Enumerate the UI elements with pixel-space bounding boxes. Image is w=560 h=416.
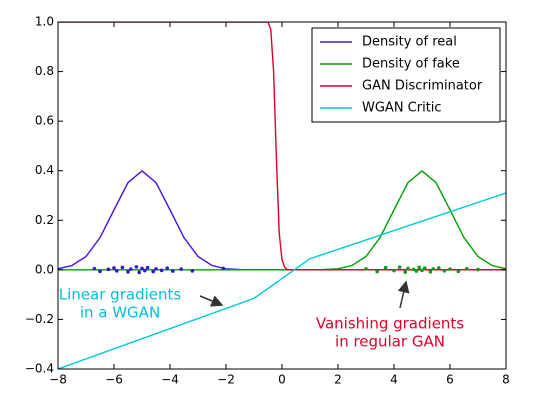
point (456, 269, 461, 274)
arrow (199, 295, 224, 307)
x-tick-label: 4 (390, 373, 398, 387)
point (98, 269, 102, 274)
point (134, 265, 139, 269)
y-tick-label: 0.8 (35, 64, 54, 78)
point (403, 270, 408, 274)
point (126, 270, 130, 274)
line (58, 22, 506, 271)
x-tick-label: −8 (49, 373, 67, 387)
legend-box (311, 27, 501, 123)
legend-label: GAN Discriminator (362, 79, 483, 94)
point (145, 265, 150, 270)
annotation: in a WGAN (80, 304, 160, 322)
line (58, 192, 506, 369)
point (442, 269, 447, 273)
point (414, 269, 419, 273)
point (159, 268, 164, 273)
point (106, 267, 111, 272)
annotation: in regular GAN (335, 333, 445, 351)
y-tick-label: 1.0 (35, 15, 54, 29)
point (120, 265, 125, 270)
plot-area (58, 22, 506, 369)
point (465, 266, 469, 271)
y-tick-label: −0.2 (25, 312, 54, 326)
point (428, 270, 433, 274)
point (143, 268, 147, 273)
point (431, 267, 436, 271)
point (423, 266, 427, 270)
x-tick-label: 6 (446, 373, 454, 387)
point (115, 269, 119, 273)
point (392, 268, 396, 273)
point (171, 269, 175, 273)
x-tick-label: −4 (161, 373, 179, 387)
x-tick-label: −2 (217, 373, 235, 387)
x-tick-label: 0 (278, 373, 286, 387)
point (448, 267, 452, 271)
legend-label: Density of fake (362, 57, 460, 72)
point (140, 266, 144, 271)
point (179, 267, 183, 271)
point (437, 266, 441, 270)
y-tick-label: 0.2 (35, 213, 54, 227)
y-tick-label: 0.4 (35, 163, 54, 177)
point (165, 266, 169, 270)
legend-label: WGAN Critic (362, 101, 442, 116)
point (129, 267, 133, 271)
point (92, 266, 97, 271)
point (411, 267, 416, 272)
point (137, 270, 141, 275)
x-tick-label: −6 (105, 373, 123, 387)
point (406, 266, 410, 271)
y-tick-label: 0.6 (35, 114, 54, 128)
annotation: Linear gradients (59, 286, 182, 304)
x-tick-label: 2 (334, 373, 342, 387)
point (383, 265, 388, 270)
line (58, 170, 506, 271)
annotation: Vanishing gradients (316, 315, 464, 333)
point (375, 269, 380, 274)
y-tick-label: −0.4 (25, 362, 54, 376)
point (221, 266, 225, 271)
arrow (397, 280, 410, 309)
x-tick-label: 8 (502, 373, 510, 387)
y-tick-label: 0.0 (35, 262, 54, 276)
point (151, 269, 155, 274)
point (364, 267, 368, 271)
point (420, 268, 424, 273)
point (112, 266, 116, 270)
point (190, 269, 195, 273)
point (476, 267, 480, 272)
point (154, 267, 158, 271)
point (417, 265, 422, 270)
legend-label: Density of real (362, 35, 457, 50)
point (397, 265, 402, 269)
